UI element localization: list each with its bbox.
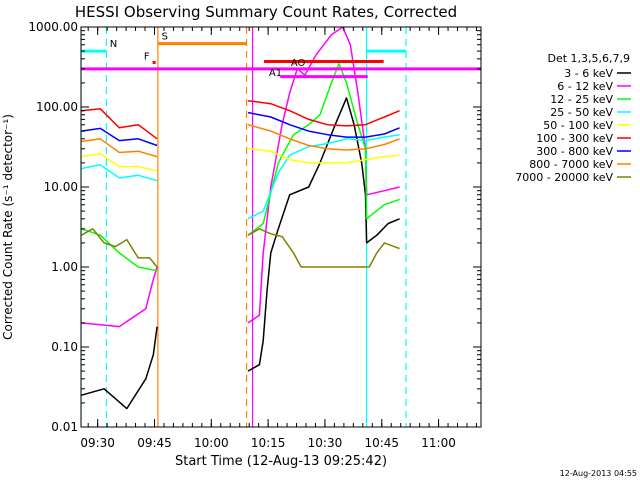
y-axis-label: Corrected Count Rate (s⁻¹ detector⁻¹) bbox=[1, 114, 15, 340]
legend-label: 300 - 800 keV bbox=[536, 145, 613, 158]
plot-area: N S F AO A1 bbox=[80, 26, 482, 428]
y-tick-label: 1000.00 bbox=[28, 20, 78, 34]
series-line bbox=[81, 228, 400, 268]
series-line bbox=[81, 111, 400, 147]
chart-title: HESSI Observing Summary Count Rates, Cor… bbox=[75, 3, 457, 21]
y-tick-label: 0.01 bbox=[51, 420, 78, 434]
series-line bbox=[81, 148, 400, 172]
status-bar-label: F bbox=[144, 52, 150, 63]
series-line bbox=[81, 123, 400, 158]
status-bar-label: A1 bbox=[269, 68, 282, 79]
legend-label: 50 - 100 keV bbox=[543, 119, 613, 132]
status-bars: N S F AO A1 bbox=[81, 31, 481, 79]
y-tick-label: 10.00 bbox=[44, 180, 78, 194]
status-bar-label: S bbox=[162, 31, 168, 42]
x-tick-label: 09:45 bbox=[137, 436, 172, 450]
series-line bbox=[81, 133, 400, 220]
y-tick-label: 1.00 bbox=[51, 260, 78, 274]
legend-title: Det 1,3,5,6,7,9 bbox=[547, 52, 630, 65]
status-bar-label: AO bbox=[291, 58, 306, 69]
series-line bbox=[81, 99, 400, 140]
x-tick-label: 10:00 bbox=[194, 436, 229, 450]
x-tick-label: 10:30 bbox=[308, 436, 343, 450]
legend-label: 100 - 300 keV bbox=[536, 132, 613, 145]
y-tick-label: 100.00 bbox=[36, 100, 78, 114]
y-axis: 1000.00 100.00 10.00 1.00 0.10 0.01 bbox=[28, 20, 481, 434]
legend-label: 25 - 50 keV bbox=[550, 106, 613, 119]
timestamp: 12-Aug-2013 04:55 bbox=[560, 469, 637, 478]
series-line bbox=[81, 62, 400, 272]
plot-frame bbox=[80, 26, 482, 428]
legend-label: 3 - 6 keV bbox=[564, 67, 613, 80]
legend-label: 7000 - 20000 keV bbox=[515, 171, 613, 184]
legend-label: 800 - 7000 keV bbox=[529, 158, 613, 171]
x-axis: 09:30 09:45 10:00 10:15 10:30 10:45 11:00 bbox=[80, 27, 477, 450]
series-line bbox=[81, 97, 400, 410]
x-tick-label: 10:45 bbox=[364, 436, 399, 450]
y-tick-label: 0.10 bbox=[51, 340, 78, 354]
x-tick-label: 11:00 bbox=[421, 436, 456, 450]
x-tick-label: 10:15 bbox=[251, 436, 286, 450]
legend-label: 12 - 25 keV bbox=[550, 93, 613, 106]
status-bar-label: N bbox=[110, 39, 117, 50]
x-axis-label: Start Time (12-Aug-13 09:25:42) bbox=[175, 454, 387, 469]
legend-label: 6 - 12 keV bbox=[557, 80, 613, 93]
series-lines bbox=[81, 27, 400, 410]
x-tick-label: 09:30 bbox=[80, 436, 115, 450]
